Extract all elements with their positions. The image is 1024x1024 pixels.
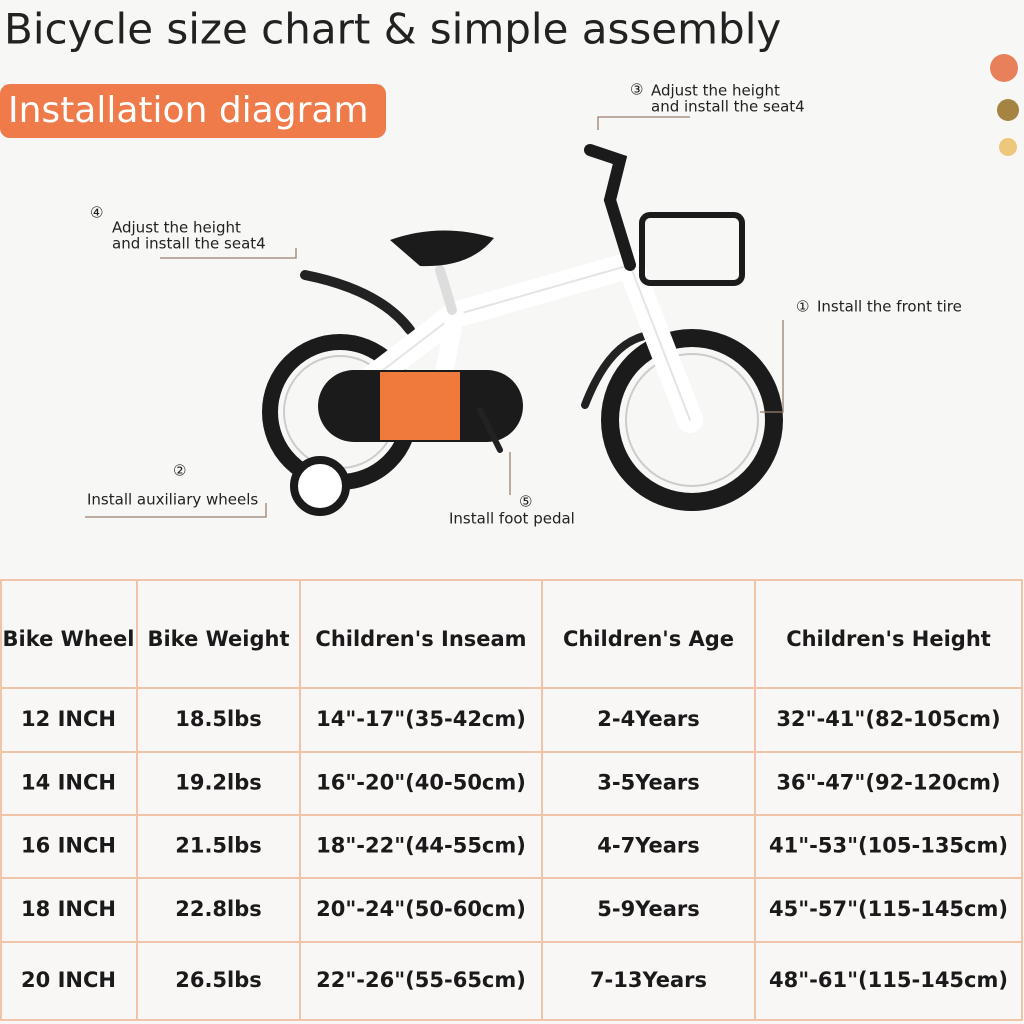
table-cell: 20 INCH — [21, 968, 116, 992]
table-cell: 19.2lbs — [175, 771, 262, 795]
column-header: Children's Height — [786, 627, 991, 651]
leader-lines — [85, 116, 784, 518]
callout-text: Install foot pedal — [449, 510, 575, 528]
callout-text: and install the seat4 — [112, 235, 266, 253]
table-cell: 20"-24"(50-60cm) — [316, 897, 526, 921]
callout-text: Install auxiliary wheels — [87, 491, 258, 509]
column-header: Children's Age — [563, 627, 734, 651]
table-cell: 16 INCH — [21, 834, 116, 858]
table-cell: 26.5lbs — [175, 968, 262, 992]
title: Bicycle size chart & simple assembly — [4, 5, 781, 54]
column-header: Children's Inseam — [315, 627, 526, 651]
table-cell: 18"-22"(44-55cm) — [316, 834, 526, 858]
column-header: Bike Wheel — [3, 627, 135, 651]
table-cell: 5-9Years — [597, 897, 700, 921]
table-cell: 22"-26"(55-65cm) — [316, 968, 526, 992]
callout-number: ③ — [630, 81, 643, 99]
table-cell: 41"-53"(105-135cm) — [769, 834, 1008, 858]
bicycle — [262, 144, 783, 516]
badge — [0, 84, 386, 138]
table-cell: 18.5lbs — [175, 707, 262, 731]
table-cell: 12 INCH — [21, 707, 116, 731]
callout-number: ⑤ — [519, 493, 532, 511]
size-table: Bike Wheel Bike Weight Children's Inseam Ch… — [0, 579, 1023, 1021]
badge-text: Installation diagram — [8, 90, 369, 131]
swatch[interactable] — [997, 99, 1019, 121]
callout-text: Adjust the height — [112, 219, 241, 237]
table-cell: 48"-61"(115-145cm) — [769, 968, 1008, 992]
table-cell: 45"-57"(115-145cm) — [769, 897, 1008, 921]
table-cell: 7-13Years — [590, 968, 707, 992]
callout-text: Install the front tire — [817, 298, 962, 316]
table-cell: 3-5Years — [597, 771, 700, 795]
table-cell: 36"-47"(92-120cm) — [776, 771, 1000, 795]
callout-number: ④ — [90, 204, 103, 222]
callout-number: ② — [173, 462, 186, 480]
table-cell: 18 INCH — [21, 897, 116, 921]
table-cell: 4-7Years — [597, 834, 700, 858]
table-cell: 32"-41"(82-105cm) — [776, 707, 1000, 731]
column-header: Bike Weight — [147, 627, 289, 651]
swatch[interactable] — [990, 54, 1018, 82]
table-cell: 2-4Years — [597, 707, 700, 731]
table-cell: 21.5lbs — [175, 834, 262, 858]
table-cell: 22.8lbs — [175, 897, 262, 921]
callout-text: Adjust the height — [651, 82, 780, 100]
callout-text: and install the seat4 — [651, 98, 805, 116]
table-cell: 16"-20"(40-50cm) — [316, 771, 526, 795]
table-frame — [0, 579, 1023, 1021]
table-cell: 14"-17"(35-42cm) — [316, 707, 526, 731]
callout-number: ① — [796, 298, 809, 316]
swatch[interactable] — [999, 138, 1017, 156]
table-cell: 14 INCH — [21, 771, 116, 795]
